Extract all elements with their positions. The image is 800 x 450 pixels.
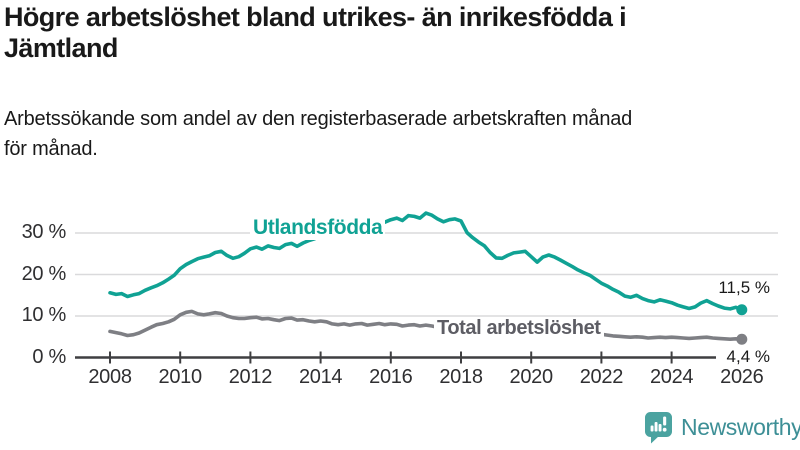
x-axis-label-2020: 2020	[509, 366, 554, 388]
page-title-line-1: Högre arbetslöshet bland utrikes- än inr…	[4, 2, 627, 32]
series-label-total-arbetsloshet: Total arbetslöshet	[434, 317, 604, 340]
end-dot-total	[736, 333, 748, 345]
x-axis-label-2018: 2018	[439, 366, 483, 388]
chart-subtitle: Arbetssökande som andel av den registerb…	[4, 104, 784, 164]
x-axis-label-2022: 2022	[579, 366, 624, 388]
y-axis-label-10: 10 %	[21, 304, 67, 326]
end-value-label-utlandsfodda: 11,5 %	[718, 278, 770, 297]
chart-subtitle-line-1: Arbetssökande som andel av den registerb…	[4, 108, 633, 130]
chart-subtitle-line-2: för månad.	[4, 138, 98, 160]
page-title: Högre arbetslöshet bland utrikes- än inr…	[4, 2, 784, 64]
page-title-line-2: Jämtland	[4, 33, 118, 63]
y-axis-label-0: 0 %	[32, 345, 66, 368]
series-line-total	[108, 309, 744, 342]
series-label-utlandsfodda: Utlandsfödda	[250, 216, 386, 240]
x-axis-label-2012: 2012	[228, 366, 273, 388]
x-axis-label-2026: 2026	[720, 366, 764, 388]
end-dot-utlandsfodda	[736, 304, 748, 316]
newsworthy-bubble-chart-icon	[645, 412, 672, 444]
x-axis-label-2010: 2010	[158, 366, 203, 388]
series-line-utlandsfodda	[108, 211, 744, 312]
y-axis-label-20: 20 %	[21, 262, 67, 285]
y-axis-label-30: 30 %	[21, 221, 67, 243]
newsworthy-logo[interactable]: Newsworthy	[642, 409, 800, 446]
x-axis-label-2014: 2014	[298, 366, 343, 388]
x-axis-label-2008: 2008	[88, 366, 132, 388]
newsworthy-wordmark: Newsworthy	[681, 414, 800, 440]
end-value-label-total: 4,4 %	[716, 347, 772, 367]
x-axis-label-2024: 2024	[649, 366, 694, 388]
x-axis-label-2016: 2016	[369, 366, 413, 388]
